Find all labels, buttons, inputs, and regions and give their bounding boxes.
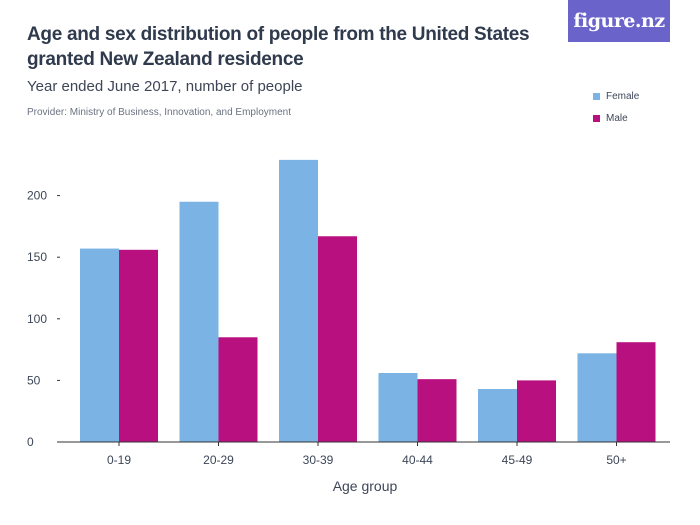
legend-swatch-male: [593, 115, 600, 122]
bar-female-20-29[interactable]: [179, 201, 219, 442]
legend-label-male: Male: [606, 113, 628, 124]
bar-male-40-44[interactable]: [417, 379, 457, 442]
bar-female-0-19[interactable]: [80, 248, 119, 442]
x-axis-label: Age group: [333, 478, 398, 494]
y-tick-label-0: 0: [27, 435, 34, 449]
legend-item-male: Male: [593, 112, 639, 125]
data-provider: Provider: Ministry of Business, Innovati…: [27, 107, 292, 118]
bar-male-0-19[interactable]: [119, 249, 158, 442]
legend-swatch-female: [593, 93, 600, 100]
bar-female-30-39[interactable]: [279, 159, 318, 442]
legend-item-female: Female: [593, 90, 639, 103]
bar-female-50+[interactable]: [577, 353, 617, 442]
y-axis: 0 50 100 150 200: [27, 189, 60, 449]
legend-label-female: Female: [606, 91, 640, 102]
bar-male-20-29[interactable]: [218, 337, 258, 442]
y-tick-label-150: 150: [27, 250, 47, 264]
x-tick-label-40-44: 40-44: [402, 453, 433, 467]
x-tick-label-0-19: 0-19: [107, 453, 131, 467]
y-tick-label-50: 50: [27, 373, 41, 387]
bar-male-45-49[interactable]: [517, 380, 556, 442]
y-tick-label-100: 100: [27, 312, 47, 326]
bar-female-40-44[interactable]: [378, 373, 418, 442]
y-tick-label-200: 200: [27, 189, 47, 203]
chart-title: Age and sex distribution of people from …: [27, 24, 530, 70]
chart-subtitle: Year ended June 2017, number of people: [27, 78, 303, 95]
x-tick-label-20-29: 20-29: [203, 453, 234, 467]
figure-nz-logo[interactable]: figure.nz: [568, 0, 670, 42]
bar-female-45-49[interactable]: [478, 389, 517, 442]
x-tick-label-50+: 50+: [606, 453, 626, 467]
chart-legend: Female Male: [593, 90, 639, 134]
x-axis: 0-19 20-29 30-39 40-44 45-49 50+: [107, 442, 627, 467]
x-tick-label-30-39: 30-39: [303, 453, 334, 467]
bar-male-30-39[interactable]: [318, 236, 357, 442]
bars-group: [80, 159, 656, 442]
x-tick-label-45-49: 45-49: [502, 453, 533, 467]
bar-male-50+[interactable]: [616, 342, 656, 442]
